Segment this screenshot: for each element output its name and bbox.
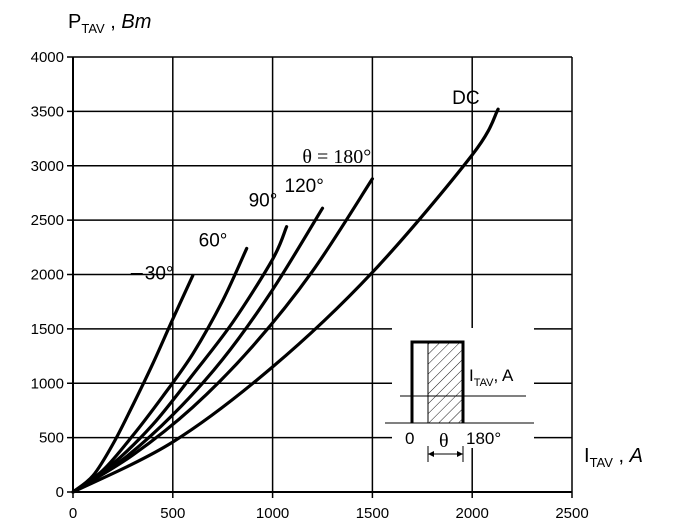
y-axis-label: PTAV , Bm [68, 11, 151, 36]
series-line [71, 225, 289, 494]
series-line [71, 274, 195, 494]
series-line [71, 246, 249, 494]
axes [67, 56, 573, 498]
y-tick-label: 0 [56, 484, 64, 501]
inset-theta-label: θ [439, 430, 449, 452]
series-labels: 30° 60° 90° 120° θ = 180° DC [130, 88, 480, 285]
series-line [71, 177, 374, 494]
y-tick-label: 1000 [31, 375, 64, 392]
series-line [71, 206, 325, 494]
series-label: 120° [285, 176, 324, 197]
y-tick-label: 2000 [31, 267, 64, 284]
y-tick-labels: 0 500 1000 1500 2000 2500 3000 3500 4000 [31, 49, 64, 501]
series-label: θ = 180° [302, 146, 371, 168]
x-tick-label: 2000 [456, 505, 489, 522]
conduction-angle-inset: ITAV, A 0 θ 180° [385, 328, 534, 462]
x-tick-label: 500 [160, 505, 185, 522]
inset-arrow-left [428, 451, 434, 457]
x-tick-label: 1000 [256, 505, 289, 522]
series-label: 90° [249, 191, 278, 212]
inset-pulse [410, 340, 465, 423]
y-tick-label: 2500 [31, 212, 64, 229]
series-label: DC [452, 88, 479, 109]
y-tick-label: 3000 [31, 158, 64, 175]
x-tick-label: 2500 [555, 505, 588, 522]
y-tick-label: 3500 [31, 103, 64, 120]
y-tick-label: 1500 [31, 321, 64, 338]
series-curves [71, 107, 500, 494]
series-label: 60° [199, 230, 228, 251]
y-tick-label: 500 [39, 430, 64, 447]
x-tick-label: 0 [69, 505, 77, 522]
x-axis-label: ITAV , A [584, 445, 643, 470]
x-tick-labels: 0 500 1000 1500 2000 2500 [69, 505, 589, 522]
series-line [71, 107, 500, 494]
series-label: 30° [145, 264, 174, 285]
inset-arrow-right [457, 451, 463, 457]
inset-180-label: 180° [466, 429, 501, 448]
y-tick-label: 4000 [31, 49, 64, 66]
inset-zero-label: 0 [405, 429, 414, 448]
x-tick-label: 1500 [356, 505, 389, 522]
inset-current-label: ITAV, A [469, 366, 514, 389]
inset-hatched-area [428, 342, 463, 423]
